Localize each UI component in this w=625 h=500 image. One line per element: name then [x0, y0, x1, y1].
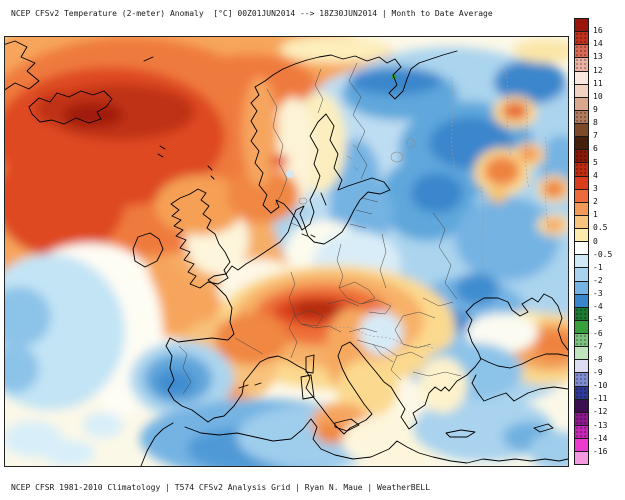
- colorbar-tick-label: 0: [593, 236, 598, 246]
- colorbar-swatch: [574, 201, 589, 216]
- country-borders: [178, 62, 462, 395]
- colorbar-swatch: [574, 109, 589, 124]
- colorbar-swatch: [574, 149, 589, 164]
- colorbar-tick-label: -14: [593, 433, 608, 443]
- colorbar-tick-label: -3: [593, 289, 603, 299]
- colorbar-swatch: [574, 333, 589, 348]
- anomaly-field: [5, 37, 568, 466]
- colorbar-tick-label: -0.5: [593, 249, 613, 259]
- colorbar-swatch: [574, 70, 589, 85]
- colorbar-swatch: [574, 228, 589, 243]
- colorbar-tick-label: 16: [593, 26, 603, 36]
- colorbar-tick-label: 6: [593, 144, 598, 154]
- colorbar-swatch: [574, 411, 589, 426]
- colorbar-swatch: [574, 280, 589, 295]
- colorbar-labels: 16 14 13 12 11 10 9 8 7 6 5 4 3 2 1 0.5 0 -0.5 -1 -2 -3 -4 -5 -…: [593, 18, 623, 465]
- colorbar-tick-label: 8: [593, 118, 598, 128]
- colorbar-tick-label: 2: [593, 197, 598, 207]
- colorbar-swatch: [574, 346, 589, 361]
- colorbar-swatch: [574, 123, 589, 138]
- map-frame: [4, 36, 569, 467]
- colorbar-swatch: [574, 83, 589, 98]
- colorbar-tick-label: -12: [593, 407, 608, 417]
- colorbar-tick-label: 5: [593, 157, 598, 167]
- colorbar-swatch: [574, 44, 589, 59]
- colorbar-swatch: [574, 438, 589, 453]
- colorbar-tick-label: 0.5: [593, 223, 608, 233]
- colorbar-swatch: [574, 162, 589, 177]
- colorbar-swatch: [574, 293, 589, 308]
- colorbar-tick-label: 7: [593, 131, 598, 141]
- colorbar-swatch: [574, 372, 589, 387]
- colorbar-tick-label: -16: [593, 446, 608, 456]
- europe-anomaly-map: [5, 37, 568, 466]
- colorbar-swatches: [574, 18, 589, 466]
- colorbar-swatch: [574, 175, 589, 190]
- footer-credit: NCEP CFSR 1981-2010 Climatology | T574 C…: [11, 483, 431, 492]
- colorbar-tick-label: -5: [593, 315, 603, 325]
- colorbar-tick-label: -6: [593, 328, 603, 338]
- colorbar-tick-label: 4: [593, 170, 598, 180]
- colorbar-tick-label: 14: [593, 39, 603, 49]
- colorbar-swatch: [574, 319, 589, 334]
- colorbar-swatch: [574, 57, 589, 72]
- colorbar-tick-label: 11: [593, 78, 603, 88]
- colorbar-swatch: [574, 451, 589, 466]
- map-title: NCEP CFSv2 Temperature (2-meter) Anomaly…: [11, 9, 493, 18]
- colorbar-tick-label: -9: [593, 368, 603, 378]
- colorbar-swatch: [574, 31, 589, 46]
- colorbar-swatch: [574, 306, 589, 321]
- colorbar-swatch: [574, 188, 589, 203]
- colorbar-tick-label: 1: [593, 210, 598, 220]
- colorbar-swatch: [574, 18, 589, 33]
- colorbar-tick-label: 13: [593, 52, 603, 62]
- colorbar-tick-label: 12: [593, 65, 603, 75]
- colorbar-tick-label: -4: [593, 302, 603, 312]
- colorbar-tick-label: -1: [593, 262, 603, 272]
- colorbar-tick-label: 10: [593, 91, 603, 101]
- colorbar-tick-label: -13: [593, 420, 608, 430]
- colorbar-tick-label: -7: [593, 341, 603, 351]
- colorbar-swatch: [574, 424, 589, 439]
- colorbar-swatch: [574, 385, 589, 400]
- colorbar-swatch: [574, 241, 589, 256]
- cool-dot-norway: [286, 170, 294, 178]
- colorbar-tick-label: 3: [593, 183, 598, 193]
- colorbar-swatch: [574, 136, 589, 151]
- colorbar: 16 14 13 12 11 10 9 8 7 6 5 4 3 2 1 0.5 0 -0.5 -1 -2 -3 -4 -5 -…: [574, 18, 624, 466]
- colorbar-swatch: [574, 96, 589, 111]
- colorbar-tick-label: -11: [593, 394, 608, 404]
- colorbar-tick-label: -2: [593, 275, 603, 285]
- rivers-lakes: [322, 64, 550, 349]
- coastlines: [5, 40, 568, 466]
- lakes: [298, 137, 416, 205]
- colorbar-swatch: [574, 214, 589, 229]
- colorbar-swatch: [574, 267, 589, 282]
- colorbar-swatch: [574, 254, 589, 269]
- colorbar-swatch: [574, 398, 589, 413]
- colorbar-tick-label: -10: [593, 381, 608, 391]
- colorbar-tick-label: -8: [593, 354, 603, 364]
- colorbar-swatch: [574, 359, 589, 374]
- colorbar-tick-label: 9: [593, 105, 598, 115]
